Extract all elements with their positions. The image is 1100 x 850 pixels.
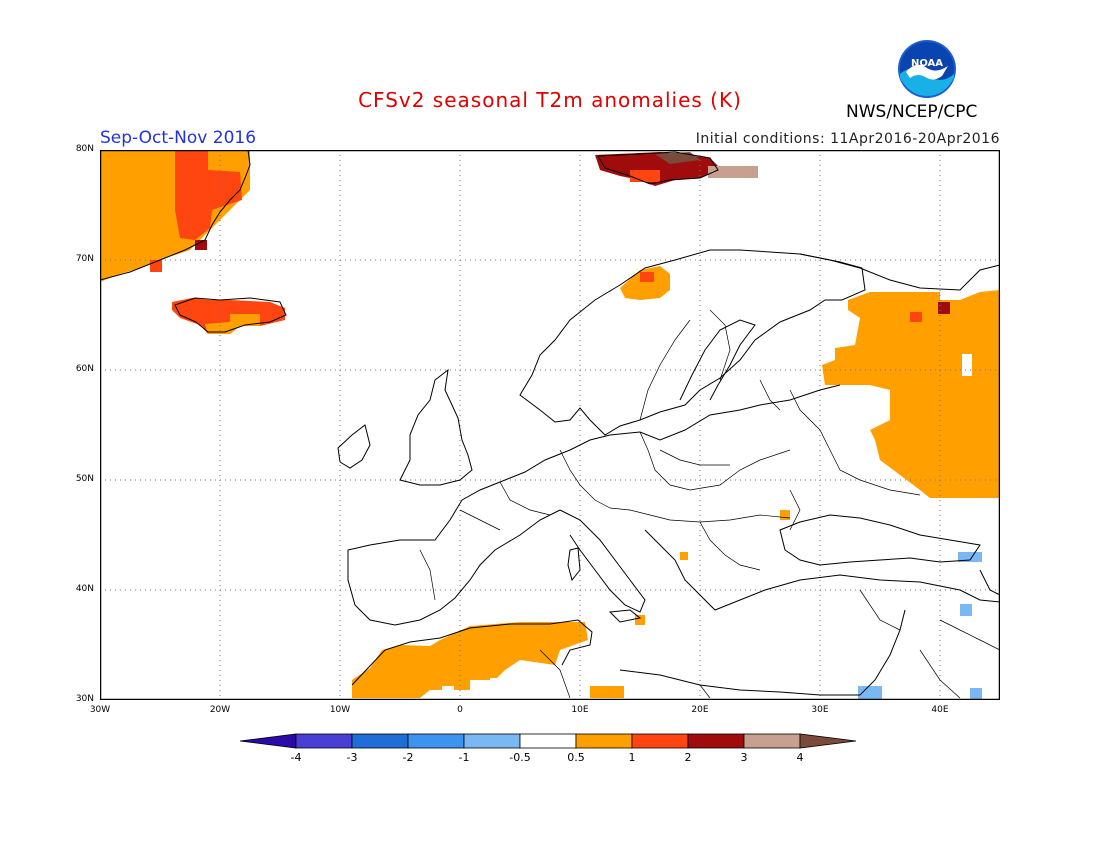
colorbar-label: -4 [291,751,302,764]
lat-label-60n: 60N [75,364,94,374]
colorbar-label: -2 [403,751,414,764]
colorbar-arrow-low [239,733,297,749]
colorbar-arrow-high [799,733,857,749]
colorbar-swatch [407,733,465,749]
colorbar-swatches [239,733,857,749]
lon-label-10w: 10W [329,705,351,715]
anomaly-map [100,150,1000,700]
colorbar-label: -3 [347,751,358,764]
colorbar-label: 3 [741,751,748,764]
lon-label-20e: 20E [691,705,709,715]
coastlines [100,150,1000,696]
initial-conditions-label: Initial conditions: 11Apr2016-20Apr2016 [695,131,1000,147]
colorbar-label: 0.5 [567,751,585,764]
noaa-logo: NOAA [896,38,958,104]
map-title: CFSv2 seasonal T2m anomalies (K) [358,88,742,112]
lon-label-20w: 20W [209,705,231,715]
colorbar-swatch [743,733,801,749]
country-borders [419,309,1000,699]
colorbar-swatch [631,733,689,749]
lon-label-10e: 10E [571,705,589,715]
graticule [100,150,1000,700]
lat-label-30n: 30N [75,694,94,704]
colorbar-swatch [575,733,633,749]
colorbar-label: 2 [685,751,692,764]
lon-label-40e: 40E [931,705,949,715]
agency-label: NWS/NCEP/CPC [846,102,978,122]
anomaly-shading [100,150,1000,700]
colorbar-swatch [351,733,409,749]
season-label: Sep-Oct-Nov 2016 [100,128,257,148]
colorbar-labels: -4 -3 -2 -1 -0.5 0.5 1 2 3 4 [291,751,804,764]
lat-label-40n: 40N [75,584,94,594]
map-frame [100,150,1000,700]
lon-label-30w: 30W [89,705,111,715]
lat-label-50n: 50N [75,474,94,484]
lat-label-80n: 80N [75,144,94,154]
colorbar-label: 1 [629,751,636,764]
colorbar-swatch [519,733,577,749]
colorbar-label: -1 [459,751,470,764]
colorbar-label: -0.5 [509,751,530,764]
colorbar-label: 4 [797,751,804,764]
lon-label-30e: 30E [811,705,829,715]
colorbar-swatch [295,733,353,749]
colorbar-swatch [463,733,521,749]
lat-label-70n: 70N [75,254,94,264]
lon-label-0: 0 [457,705,463,715]
colorbar: -4 -3 -2 -1 -0.5 0.5 1 2 3 4 [239,733,857,764]
logo-text: NOAA [911,58,943,69]
colorbar-swatch [687,733,745,749]
